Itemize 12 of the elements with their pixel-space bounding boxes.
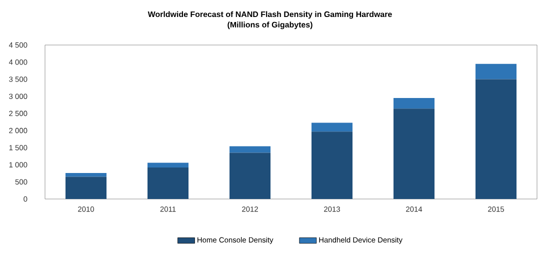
bar xyxy=(312,132,353,199)
bar xyxy=(394,98,435,109)
bar xyxy=(230,152,271,199)
bar xyxy=(66,172,107,177)
bar xyxy=(476,79,517,199)
bar xyxy=(148,168,189,199)
bar xyxy=(148,162,189,168)
bar xyxy=(230,146,271,153)
bar xyxy=(394,108,435,199)
bar xyxy=(476,64,517,80)
bar xyxy=(312,122,353,132)
bar xyxy=(66,176,107,199)
